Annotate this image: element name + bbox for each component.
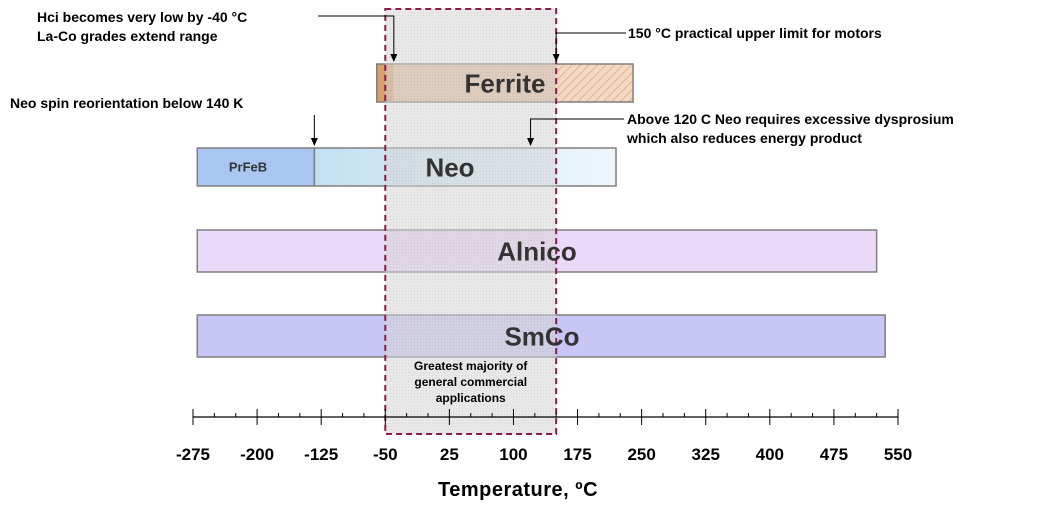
annotation-dysprosium: Above 120 C Neo requires excessive dyspr… [627,111,954,127]
x-tick-label: 475 [820,445,848,464]
annotation-150c: 150 °C practical upper limit for motors [628,25,882,41]
x-tick-label: 250 [627,445,655,464]
highlight-band-outline [384,8,558,435]
x-axis-title: Temperature, ºC [438,479,598,501]
bar-prfeb-outline [196,147,316,187]
annotation-150c-leader [555,32,626,56]
annotations-layer: Hci becomes very low by -40 °C La-Co grad… [10,9,954,146]
annotation-dysprosium: which also reduces energy product [626,130,862,146]
x-tick-label: -125 [304,445,338,464]
x-tick-label: 400 [756,445,784,464]
bar-label-neo: Neo [425,152,474,182]
highlight-band-label-line: general commercial [414,375,527,389]
x-tick-label: 325 [692,445,720,464]
x-tick-label: 175 [563,445,591,464]
x-tick-label: -275 [176,445,210,464]
annotation-150c-arrow [552,54,560,62]
x-tick-label: -50 [373,445,398,464]
annotation-dysprosium-arrow [527,138,535,146]
annotation-hci-arrow [390,54,398,62]
bar-labels-layer: Ferrite Neo PrFeB Alnico SmCo [229,68,580,351]
bar-label-ferrite: Ferrite [465,68,546,98]
annotation-hci: La-Co grades extend range [37,28,218,44]
highlight-band-label-line: Greatest majority of [414,359,528,373]
bar-label-smco: SmCo [504,321,579,351]
highlight-band-fill [385,9,557,434]
x-axis: -275 -200 -125 -50 25 100 175 250 325 400 475 550 Te… [176,409,912,501]
annotation-spin-reorientation: Neo spin reorientation below 140 K [10,95,243,111]
bar-ferrite-segment [556,64,634,102]
annotation-spin-arrow [310,138,318,146]
x-tick-label: 25 [440,445,459,464]
bar-label-prfeb: PrFeB [229,160,267,175]
bar-prfeb [196,147,316,187]
x-tick-label: 100 [499,445,527,464]
highlight-band-layer: Greatest majority of general commercial ap… [384,8,558,435]
annotation-dysprosium-leader [530,118,624,140]
highlight-band-label-line: applications [436,391,506,405]
bar-label-alnico: Alnico [497,236,576,266]
annotation-hci: Hci becomes very low by -40 °C [37,9,247,25]
bar-prfeb-segment [197,148,315,186]
x-tick-label: 550 [884,445,912,464]
x-tick-label: -200 [240,445,274,464]
annotation-hci-leader [318,15,395,56]
